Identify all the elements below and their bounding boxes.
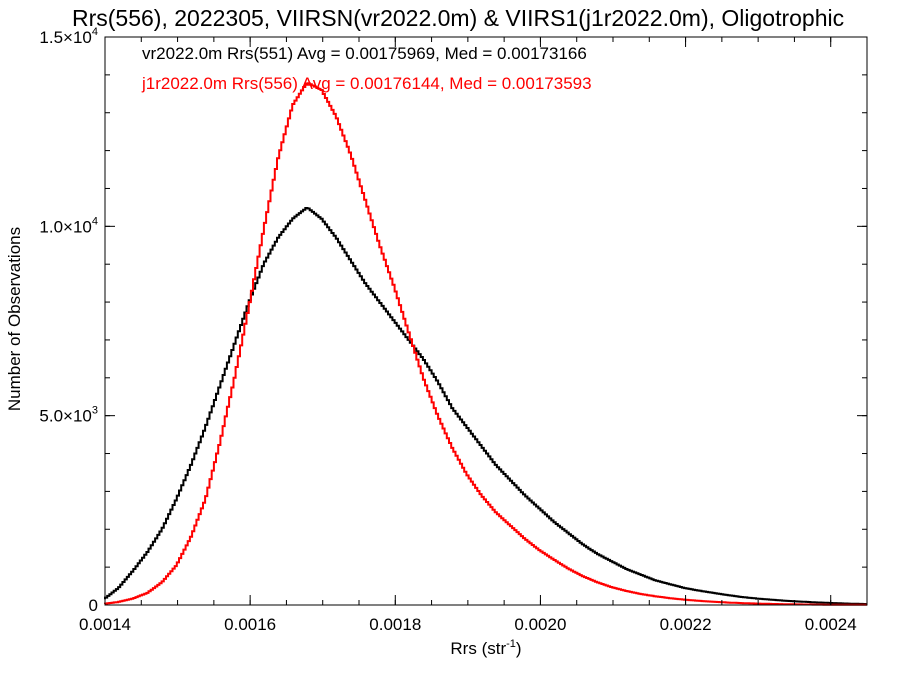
y-tick-mantissa: 1.0×10 [39,217,91,236]
y-tick-label: 5.0×103 [39,405,98,426]
y-tick-exponent: 3 [92,405,98,417]
legend-entry-1: vr2022.0m Rrs(551) Avg = 0.00175969, Med… [142,44,587,63]
y-tick-exponent: 4 [92,26,98,38]
legend-entry-2: j1r2022.0m Rrs(556) Avg = 0.00176144, Me… [141,74,592,93]
x-tick-label: 0.0020 [514,615,566,634]
chart-title: Rrs(556), 2022305, VIIRSN(vr2022.0m) & V… [72,5,844,31]
x-axis-label-main: Rrs (str [450,639,506,658]
axes: 0.0014 0.0016 0.0018 0.0020 0.0022 0.0024 0 5.0… [39,26,868,634]
x-tick-label: 0.0018 [369,615,421,634]
x-axis-label-close: ) [516,639,522,658]
series-line-1 [104,207,867,606]
y-tick-mantissa: 1.5×10 [39,28,91,47]
y-tick-label: 0 [89,596,98,615]
legend: vr2022.0m Rrs(551) Avg = 0.00175969, Med… [141,44,592,93]
y-tick-mantissa: 5.0×10 [39,407,91,426]
series-line-2 [104,82,867,606]
plot-frame [104,36,868,606]
plot-area [104,82,867,606]
x-tick-label: 0.0024 [805,615,857,634]
y-tick-label: 1.0×104 [39,215,98,236]
x-axis-label-superscript: -1 [506,638,516,650]
x-tick-label: 0.0014 [79,615,131,634]
x-tick-label: 0.0022 [660,615,712,634]
y-tick-exponent: 4 [92,215,98,227]
x-axis-label: Rrs (str-1) [450,638,521,658]
x-tick-label: 0.0016 [224,615,276,634]
y-axis-label: Number of Observations [5,227,24,411]
y-tick-label: 1.5×104 [39,26,98,47]
